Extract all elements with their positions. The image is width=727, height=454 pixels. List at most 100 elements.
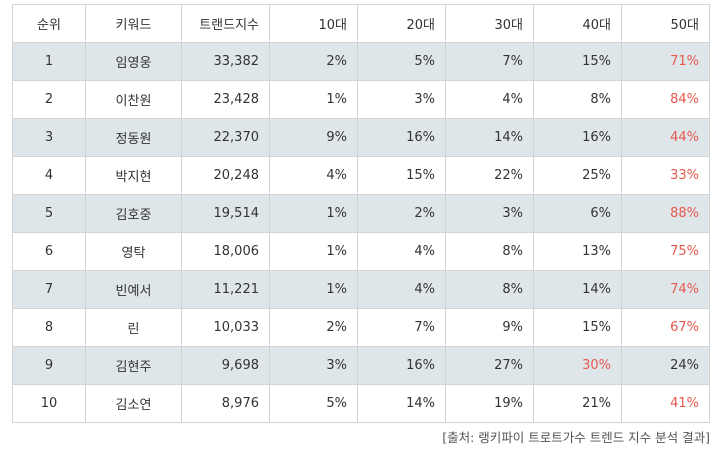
cell-age-40s: 15% — [533, 308, 622, 347]
cell-age-50s: 84% — [621, 80, 710, 119]
cell-age-20s: 5% — [357, 42, 446, 81]
header-rank: 순위 — [12, 4, 86, 43]
header-age-50s: 50대 — [621, 4, 710, 43]
cell-age-50s: 44% — [621, 118, 710, 157]
cell-age-30s: 8% — [445, 270, 534, 309]
cell-age-30s: 3% — [445, 194, 534, 233]
cell-keyword: 임영웅 — [85, 42, 182, 81]
table-row: 2 이찬원 23,428 1% 3% 4% 8% 84% — [12, 80, 710, 119]
source-caption: [출처: 랭키파이 트로트가수 트렌드 지수 분석 결과] — [442, 430, 710, 445]
cell-age-40s: 30% — [533, 346, 622, 385]
cell-age-30s: 4% — [445, 80, 534, 119]
cell-trend-index: 10,033 — [181, 308, 270, 347]
cell-keyword: 린 — [85, 308, 182, 347]
cell-keyword: 박지현 — [85, 156, 182, 195]
cell-keyword: 빈예서 — [85, 270, 182, 309]
cell-rank: 5 — [12, 194, 86, 233]
cell-age-20s: 4% — [357, 270, 446, 309]
cell-rank: 6 — [12, 232, 86, 271]
cell-keyword: 김호중 — [85, 194, 182, 233]
cell-trend-index: 8,976 — [181, 384, 270, 423]
cell-keyword: 이찬원 — [85, 80, 182, 119]
header-trend-index: 트랜드지수 — [181, 4, 270, 43]
trend-index-table: 순위 키워드 트랜드지수 10대 20대 30대 40대 50대 1 임영웅 33,… — [12, 4, 710, 423]
cell-age-50s: 41% — [621, 384, 710, 423]
cell-age-10s: 1% — [269, 80, 358, 119]
cell-age-10s: 1% — [269, 232, 358, 271]
cell-trend-index: 18,006 — [181, 232, 270, 271]
cell-keyword: 영탁 — [85, 232, 182, 271]
cell-rank: 8 — [12, 308, 86, 347]
table-row: 4 박지현 20,248 4% 15% 22% 25% 33% — [12, 156, 710, 195]
table-row: 8 린 10,033 2% 7% 9% 15% 67% — [12, 308, 710, 347]
cell-trend-index: 19,514 — [181, 194, 270, 233]
cell-age-40s: 25% — [533, 156, 622, 195]
cell-age-20s: 14% — [357, 384, 446, 423]
cell-rank: 1 — [12, 42, 86, 81]
table-row: 9 김현주 9,698 3% 16% 27% 30% 24% — [12, 346, 710, 385]
cell-rank: 7 — [12, 270, 86, 309]
cell-age-50s: 88% — [621, 194, 710, 233]
cell-age-10s: 3% — [269, 346, 358, 385]
cell-age-40s: 15% — [533, 42, 622, 81]
cell-age-20s: 3% — [357, 80, 446, 119]
table-row: 1 임영웅 33,382 2% 5% 7% 15% 71% — [12, 42, 710, 81]
table-row: 3 정동원 22,370 9% 16% 14% 16% 44% — [12, 118, 710, 157]
trend-table-container: 순위 키워드 트랜드지수 10대 20대 30대 40대 50대 1 임영웅 33,… — [12, 4, 710, 423]
cell-age-10s: 1% — [269, 194, 358, 233]
cell-age-40s: 8% — [533, 80, 622, 119]
cell-trend-index: 33,382 — [181, 42, 270, 81]
cell-age-10s: 2% — [269, 308, 358, 347]
table-row: 6 영탁 18,006 1% 4% 8% 13% 75% — [12, 232, 710, 271]
cell-keyword: 김현주 — [85, 346, 182, 385]
cell-age-40s: 21% — [533, 384, 622, 423]
cell-age-40s: 13% — [533, 232, 622, 271]
cell-age-10s: 4% — [269, 156, 358, 195]
table-header-row: 순위 키워드 트랜드지수 10대 20대 30대 40대 50대 — [12, 4, 710, 43]
header-keyword: 키워드 — [85, 4, 182, 43]
cell-age-30s: 7% — [445, 42, 534, 81]
cell-keyword: 정동원 — [85, 118, 182, 157]
cell-age-10s: 5% — [269, 384, 358, 423]
cell-age-30s: 27% — [445, 346, 534, 385]
cell-trend-index: 22,370 — [181, 118, 270, 157]
cell-trend-index: 9,698 — [181, 346, 270, 385]
header-age-40s: 40대 — [533, 4, 622, 43]
header-age-30s: 30대 — [445, 4, 534, 43]
cell-age-20s: 4% — [357, 232, 446, 271]
cell-rank: 3 — [12, 118, 86, 157]
cell-age-30s: 22% — [445, 156, 534, 195]
cell-age-40s: 14% — [533, 270, 622, 309]
cell-trend-index: 23,428 — [181, 80, 270, 119]
cell-age-30s: 8% — [445, 232, 534, 271]
cell-age-30s: 9% — [445, 308, 534, 347]
cell-trend-index: 11,221 — [181, 270, 270, 309]
table-row: 7 빈예서 11,221 1% 4% 8% 14% 74% — [12, 270, 710, 309]
cell-age-50s: 33% — [621, 156, 710, 195]
table-body: 1 임영웅 33,382 2% 5% 7% 15% 71% 2 이찬원 23,428 1% 3% 4% 8%… — [12, 42, 710, 423]
cell-rank: 10 — [12, 384, 86, 423]
cell-age-50s: 71% — [621, 42, 710, 81]
cell-age-30s: 19% — [445, 384, 534, 423]
header-age-10s: 10대 — [269, 4, 358, 43]
cell-age-50s: 24% — [621, 346, 710, 385]
table-row: 10 김소연 8,976 5% 14% 19% 21% 41% — [12, 384, 710, 423]
cell-keyword: 김소연 — [85, 384, 182, 423]
cell-age-20s: 7% — [357, 308, 446, 347]
cell-age-20s: 16% — [357, 346, 446, 385]
cell-age-20s: 2% — [357, 194, 446, 233]
cell-age-40s: 16% — [533, 118, 622, 157]
cell-age-20s: 16% — [357, 118, 446, 157]
cell-rank: 9 — [12, 346, 86, 385]
cell-age-20s: 15% — [357, 156, 446, 195]
cell-trend-index: 20,248 — [181, 156, 270, 195]
cell-rank: 4 — [12, 156, 86, 195]
header-age-20s: 20대 — [357, 4, 446, 43]
cell-age-50s: 74% — [621, 270, 710, 309]
cell-age-50s: 67% — [621, 308, 710, 347]
cell-age-10s: 2% — [269, 42, 358, 81]
cell-age-30s: 14% — [445, 118, 534, 157]
table-row: 5 김호중 19,514 1% 2% 3% 6% 88% — [12, 194, 710, 233]
cell-rank: 2 — [12, 80, 86, 119]
cell-age-40s: 6% — [533, 194, 622, 233]
